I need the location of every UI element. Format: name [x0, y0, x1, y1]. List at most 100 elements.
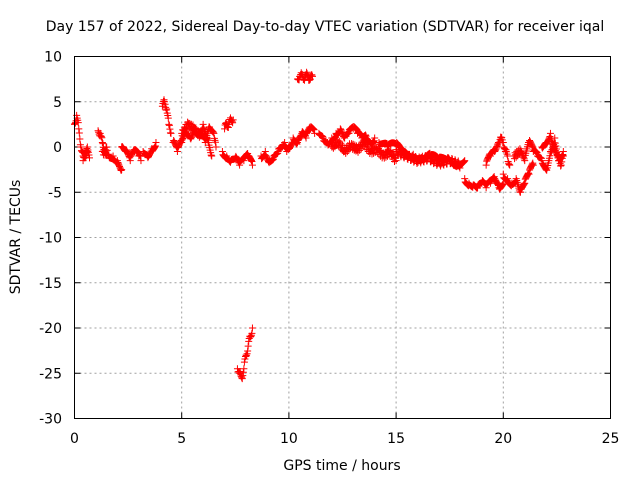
data-point — [499, 181, 507, 189]
data-point — [201, 138, 209, 146]
data-point — [77, 143, 85, 151]
data-point — [261, 148, 269, 156]
x-tick-label: 25 — [602, 431, 620, 447]
data-point — [557, 161, 565, 169]
data-point — [150, 144, 158, 152]
y-tick-label: -5 — [48, 185, 62, 201]
data-point — [520, 155, 528, 163]
data-point — [218, 148, 226, 156]
data-point — [308, 71, 316, 79]
data-point — [392, 157, 400, 165]
data-point — [512, 175, 520, 183]
data-point — [456, 164, 464, 172]
data-point — [533, 149, 541, 157]
data-point — [136, 151, 144, 159]
data-point — [434, 156, 442, 164]
data-point — [525, 170, 533, 178]
x-tick-label: 0 — [70, 431, 79, 447]
data-point — [529, 161, 537, 169]
data-point — [248, 161, 256, 169]
x-tick-label: 20 — [494, 431, 512, 447]
x-tick-label: 5 — [177, 431, 186, 447]
data-point — [242, 351, 250, 359]
data-point — [208, 152, 216, 160]
data-point — [549, 139, 557, 147]
data-point — [482, 161, 490, 169]
data-point — [542, 166, 550, 174]
data-point — [546, 133, 554, 141]
data-point — [473, 184, 481, 192]
data-point — [238, 375, 246, 383]
data-point — [461, 157, 469, 165]
data-point — [308, 124, 316, 132]
y-tick-label: -15 — [39, 276, 62, 292]
data-point — [528, 160, 536, 168]
data-point — [248, 157, 256, 165]
data-point — [209, 128, 217, 136]
data-point — [499, 170, 507, 178]
data-point — [126, 157, 134, 165]
data-point — [303, 68, 311, 76]
data-point — [240, 157, 248, 165]
data-point — [461, 175, 469, 183]
data-point — [151, 143, 159, 151]
data-point — [98, 138, 106, 146]
data-point — [118, 166, 126, 174]
data-point — [165, 120, 173, 128]
data-point — [75, 129, 83, 137]
x-tick-label: 15 — [387, 431, 405, 447]
data-point — [152, 138, 160, 146]
data-point — [85, 151, 93, 159]
data-point — [296, 133, 304, 141]
data-point — [506, 161, 514, 169]
data-point — [369, 138, 377, 146]
data-point — [245, 337, 253, 345]
data-point — [368, 150, 376, 158]
data-point — [499, 138, 507, 146]
y-tick-label: 5 — [53, 95, 62, 111]
data-point — [164, 114, 172, 122]
data-point — [308, 72, 316, 80]
data-point — [162, 106, 170, 114]
data-point — [163, 105, 171, 113]
data-point — [99, 140, 107, 148]
data-point — [117, 166, 125, 174]
data-point — [83, 148, 91, 156]
data-point — [351, 141, 359, 149]
data-point — [494, 140, 502, 148]
data-point — [351, 124, 359, 132]
y-tick-label: 10 — [44, 50, 62, 66]
y-tick-label: -20 — [39, 321, 62, 337]
data-point — [460, 158, 468, 166]
data-point — [370, 137, 378, 145]
data-point — [310, 125, 318, 133]
data-point — [460, 158, 468, 166]
data-point — [240, 358, 248, 366]
data-point — [345, 129, 353, 137]
data-point — [246, 333, 254, 341]
data-point — [211, 138, 219, 146]
data-point — [302, 134, 310, 142]
data-point — [167, 129, 175, 137]
data-point — [371, 134, 379, 142]
data-point — [524, 169, 532, 177]
data-point — [103, 146, 111, 154]
data-point — [319, 133, 327, 141]
data-point — [516, 188, 524, 196]
x-axis-label: GPS time / hours — [283, 458, 400, 474]
data-point — [504, 152, 512, 160]
data-point — [456, 161, 464, 169]
grid — [74, 56, 611, 419]
data-point — [210, 129, 218, 137]
data-point — [86, 154, 94, 162]
data-point — [75, 125, 83, 133]
data-point — [293, 140, 301, 148]
y-tick-label: 0 — [53, 140, 62, 156]
data-point — [370, 149, 378, 157]
data-point — [207, 151, 215, 159]
data-point — [229, 119, 237, 127]
data-point — [402, 149, 410, 157]
data-point — [109, 152, 117, 160]
data-point — [559, 151, 567, 159]
